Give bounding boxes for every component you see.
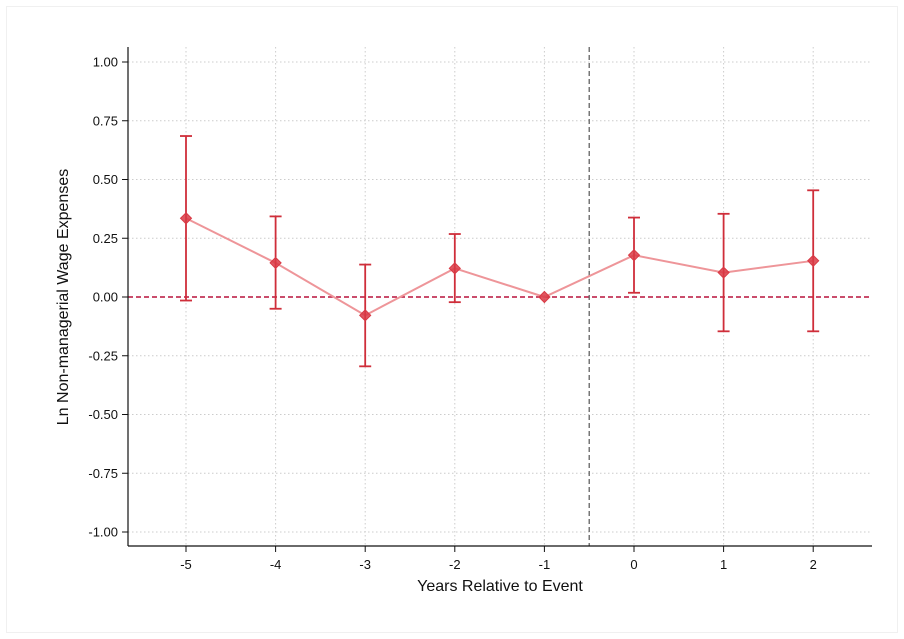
x-tick-label: -2 xyxy=(449,557,461,572)
series-layer xyxy=(179,135,820,368)
y-tick-label: -0.25 xyxy=(88,348,118,363)
reference-lines xyxy=(128,47,872,546)
x-tick-label: 0 xyxy=(630,557,637,572)
x-tick-label: -1 xyxy=(539,557,551,572)
data-point-marker xyxy=(269,256,282,270)
axes: 1.00 0.75 0.50 0.25 0.00 -0.25 -0.50 -0.75 -1.00… xyxy=(88,47,872,572)
y-tick-label: 0.00 xyxy=(93,290,118,305)
x-tick-label: 1 xyxy=(720,557,727,572)
data-point-marker xyxy=(179,212,193,225)
x-tick-label: -3 xyxy=(359,557,371,572)
data-point-marker xyxy=(806,254,820,268)
data-point-marker xyxy=(538,290,551,304)
y-tick-label: 0.25 xyxy=(93,231,118,246)
data-point-marker xyxy=(358,309,372,322)
x-tick-label: -4 xyxy=(270,557,282,572)
x-axis-title: Years Relative to Event xyxy=(417,578,583,595)
y-tick-label: -1.00 xyxy=(88,525,118,540)
y-tick-label: 0.75 xyxy=(93,113,118,128)
series-line xyxy=(185,217,814,317)
data-point-marker xyxy=(717,266,730,279)
y-axis-title: Ln Non-managerial Wage Expenses xyxy=(55,169,72,425)
x-tick-label: -5 xyxy=(180,557,192,572)
x-tick-label: 2 xyxy=(810,557,817,572)
y-tick-label: 1.00 xyxy=(93,55,118,70)
y-tick-label: -0.50 xyxy=(88,407,118,422)
y-tick-label: -0.75 xyxy=(88,466,118,481)
y-tick-label: 0.50 xyxy=(93,172,118,187)
data-point-marker xyxy=(627,248,641,262)
data-point-marker xyxy=(448,262,462,275)
chart-frame xyxy=(6,6,898,633)
